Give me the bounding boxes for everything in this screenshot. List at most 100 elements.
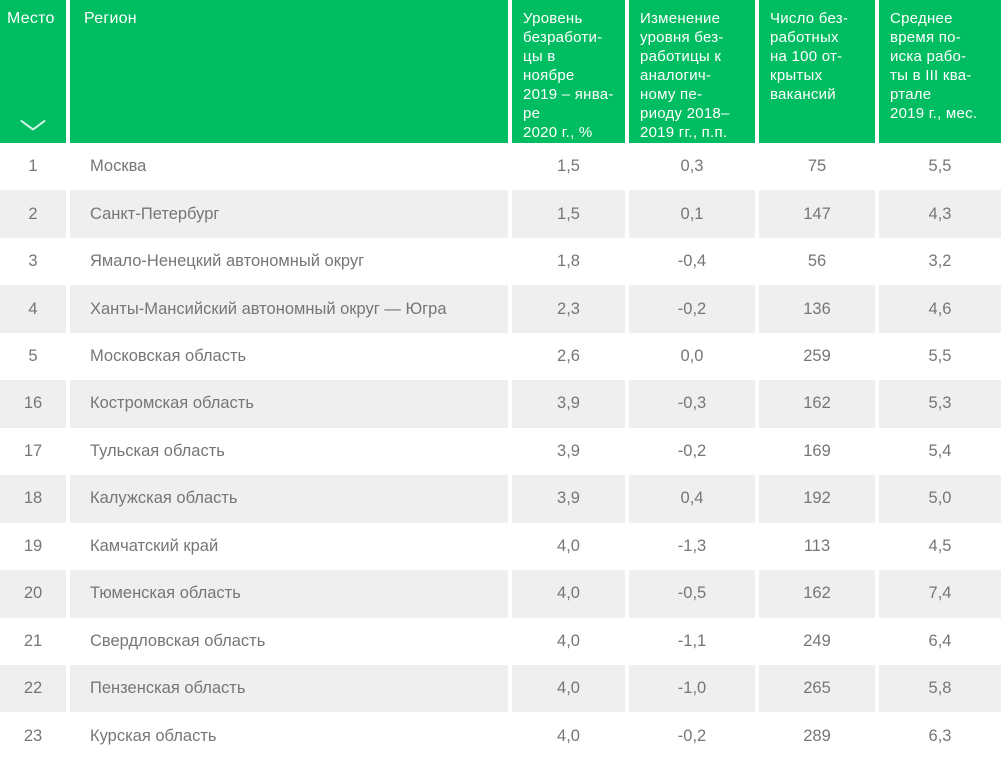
cell-region: Санкт-Петербург	[66, 190, 508, 238]
cell-rank: 2	[0, 190, 66, 238]
table-row: 21 Свердловская область 4,0 -1,1 249 6,4	[0, 617, 1001, 665]
cell-region: Москва	[66, 143, 508, 191]
cell-region: Пензенская область	[66, 664, 508, 713]
cell-region: Свердловская область	[66, 617, 508, 665]
cell-change: -0,3	[625, 380, 755, 428]
cell-rank: 5	[0, 332, 66, 381]
column-header-rank-label: Место	[7, 10, 55, 27]
cell-rank: 3	[0, 237, 66, 286]
table-row: 20 Тюменская область 4,0 -0,5 162 7,4	[0, 570, 1001, 618]
cell-rate: 4,0	[508, 522, 625, 571]
cell-change: -1,1	[625, 617, 755, 665]
cell-change: -1,3	[625, 522, 755, 571]
cell-region: Московская область	[66, 332, 508, 381]
cell-region: Камчатский край	[66, 522, 508, 571]
cell-rank: 4	[0, 285, 66, 333]
cell-change: -0,5	[625, 570, 755, 618]
table-row: 4 Ханты-Мансийский автономный округ — Югр…	[0, 285, 1001, 333]
cell-change: 0,3	[625, 143, 755, 191]
cell-search: 4,6	[875, 285, 1001, 333]
cell-change: 0,1	[625, 190, 755, 238]
cell-change: 0,4	[625, 475, 755, 523]
cell-search: 5,5	[875, 332, 1001, 381]
column-header-region: Регион	[66, 0, 508, 143]
cell-region: Ханты-Мансийский автономный округ — Югра	[66, 285, 508, 333]
cell-rate: 1,5	[508, 190, 625, 238]
cell-change: 0,0	[625, 332, 755, 381]
cell-per100: 265	[755, 664, 875, 713]
cell-rate: 4,0	[508, 617, 625, 665]
cell-region: Калужская область	[66, 475, 508, 523]
table-row: 23 Курская область 4,0 -0,2 289 6,3	[0, 712, 1001, 760]
cell-per100: 162	[755, 380, 875, 428]
cell-rate: 2,6	[508, 332, 625, 381]
cell-per100: 169	[755, 427, 875, 476]
cell-rate: 4,0	[508, 664, 625, 713]
table-row: 3 Ямало-Ненецкий автономный округ 1,8 -0,4 5…	[0, 237, 1001, 286]
cell-region: Курская область	[66, 712, 508, 760]
cell-per100: 259	[755, 332, 875, 381]
cell-region: Тульская область	[66, 427, 508, 476]
table-header-row: Место Регион Уровень безработи- цы в ноя…	[0, 0, 1001, 143]
cell-rank: 1	[0, 143, 66, 191]
cell-change: -0,2	[625, 427, 755, 476]
column-header-avg-search-time-label: Среднее время по- иска рабо- ты в III кв…	[890, 10, 978, 122]
cell-per100: 136	[755, 285, 875, 333]
cell-search: 6,3	[875, 712, 1001, 760]
column-header-region-label: Регион	[84, 10, 137, 27]
cell-per100: 289	[755, 712, 875, 760]
cell-rank: 20	[0, 570, 66, 618]
cell-per100: 75	[755, 143, 875, 191]
cell-rank: 18	[0, 475, 66, 523]
cell-change: -0,4	[625, 237, 755, 286]
table-row: 17 Тульская область 3,9 -0,2 169 5,4	[0, 427, 1001, 476]
cell-rate: 3,9	[508, 427, 625, 476]
cell-search: 6,4	[875, 617, 1001, 665]
cell-search: 5,3	[875, 380, 1001, 428]
cell-search: 4,3	[875, 190, 1001, 238]
cell-rank: 22	[0, 664, 66, 713]
cell-change: -1,0	[625, 664, 755, 713]
cell-rate: 1,8	[508, 237, 625, 286]
sort-chevron-down-icon[interactable]	[20, 119, 47, 132]
cell-per100: 147	[755, 190, 875, 238]
table-row: 1 Москва 1,5 0,3 75 5,5	[0, 143, 1001, 191]
cell-rate: 4,0	[508, 712, 625, 760]
column-header-unemployment-rate: Уровень безработи- цы в ноябре 2019 – ян…	[508, 0, 625, 143]
column-header-unemployed-per-100-vacancies: Число без- работных на 100 от- крытых ва…	[755, 0, 875, 143]
cell-search: 5,8	[875, 664, 1001, 713]
cell-search: 5,5	[875, 143, 1001, 191]
cell-per100: 249	[755, 617, 875, 665]
table-body: 1 Москва 1,5 0,3 75 5,5 2 Санкт-Петербург 1,5 0,1…	[0, 143, 1001, 760]
cell-rate: 4,0	[508, 570, 625, 618]
cell-rate: 2,3	[508, 285, 625, 333]
table-row: 2 Санкт-Петербург 1,5 0,1 147 4,3	[0, 190, 1001, 238]
column-header-avg-search-time: Среднее время по- иска рабо- ты в III кв…	[875, 0, 1001, 143]
column-header-rank[interactable]: Место	[0, 0, 66, 143]
cell-search: 5,4	[875, 427, 1001, 476]
cell-per100: 162	[755, 570, 875, 618]
cell-per100: 192	[755, 475, 875, 523]
cell-rank: 16	[0, 380, 66, 428]
cell-rank: 17	[0, 427, 66, 476]
cell-rate: 3,9	[508, 475, 625, 523]
cell-change: -0,2	[625, 285, 755, 333]
table-row: 22 Пензенская область 4,0 -1,0 265 5,8	[0, 664, 1001, 713]
cell-per100: 56	[755, 237, 875, 286]
column-header-unemployed-per-100-vacancies-label: Число без- работных на 100 от- крытых ва…	[770, 10, 849, 103]
cell-per100: 113	[755, 522, 875, 571]
table-row: 5 Московская область 2,6 0,0 259 5,5	[0, 332, 1001, 381]
table-row: 18 Калужская область 3,9 0,4 192 5,0	[0, 475, 1001, 523]
cell-region: Тюменская область	[66, 570, 508, 618]
cell-rate: 1,5	[508, 143, 625, 191]
cell-region: Костромская область	[66, 380, 508, 428]
cell-rank: 19	[0, 522, 66, 571]
column-header-rate-change: Изменение уровня без- работицы к аналоги…	[625, 0, 755, 143]
cell-search: 7,4	[875, 570, 1001, 618]
column-header-rate-change-label: Изменение уровня без- работицы к аналоги…	[640, 10, 730, 141]
cell-search: 5,0	[875, 475, 1001, 523]
cell-region: Ямало-Ненецкий автономный округ	[66, 237, 508, 286]
table-row: 16 Костромская область 3,9 -0,3 162 5,3	[0, 380, 1001, 428]
cell-search: 3,2	[875, 237, 1001, 286]
